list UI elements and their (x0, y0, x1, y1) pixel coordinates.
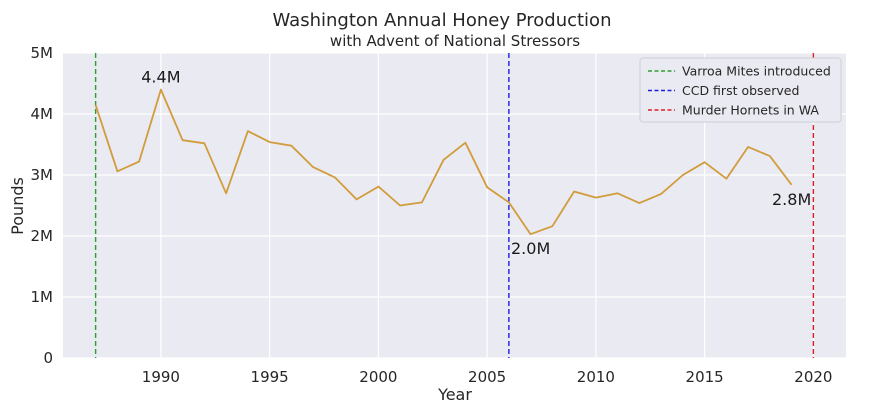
data-label: 2.0M (511, 239, 550, 258)
annotations: 4.4M 2.0M 2.8M (141, 68, 811, 259)
x-tick-label: 2020 (794, 368, 832, 386)
x-tick-label: 2010 (577, 368, 615, 386)
chart-subtitle: with Advent of National Stressors (330, 32, 580, 50)
y-tick-label: 2M (31, 227, 54, 245)
x-tick-label: 2015 (686, 368, 724, 386)
y-axis-label: Pounds (8, 177, 27, 235)
x-tick-label: 2005 (468, 368, 506, 386)
legend: Varroa Mites introduced CCD first observe… (639, 57, 842, 123)
x-axis-label: Year (437, 385, 472, 404)
x-tick-label: 2000 (359, 368, 397, 386)
y-tick-label: 5M (31, 44, 54, 62)
y-axis-ticks: 0 1M 2M 3M 4M 5M (31, 44, 54, 367)
legend-entry: Varroa Mites introduced (682, 64, 831, 79)
x-axis-ticks: 1990 1995 2000 2005 2010 2015 2020 (142, 368, 833, 386)
series-group (94, 88, 793, 236)
chart-title: Washington Annual Honey Production (273, 10, 612, 31)
legend-box (639, 57, 842, 123)
series-line (94, 88, 793, 236)
data-label: 4.4M (141, 68, 180, 87)
data-label: 2.8M (772, 190, 811, 209)
legend-entry: Murder Hornets in WA (682, 103, 819, 118)
y-tick-label: 4M (31, 105, 54, 123)
gridlines (63, 52, 846, 359)
x-tick-label: 1995 (251, 368, 289, 386)
y-tick-label: 1M (31, 288, 54, 306)
x-tick-label: 1990 (142, 368, 180, 386)
y-tick-label: 0 (43, 349, 53, 367)
legend-entry: CCD first observed (682, 83, 799, 98)
y-tick-label: 3M (31, 166, 54, 184)
